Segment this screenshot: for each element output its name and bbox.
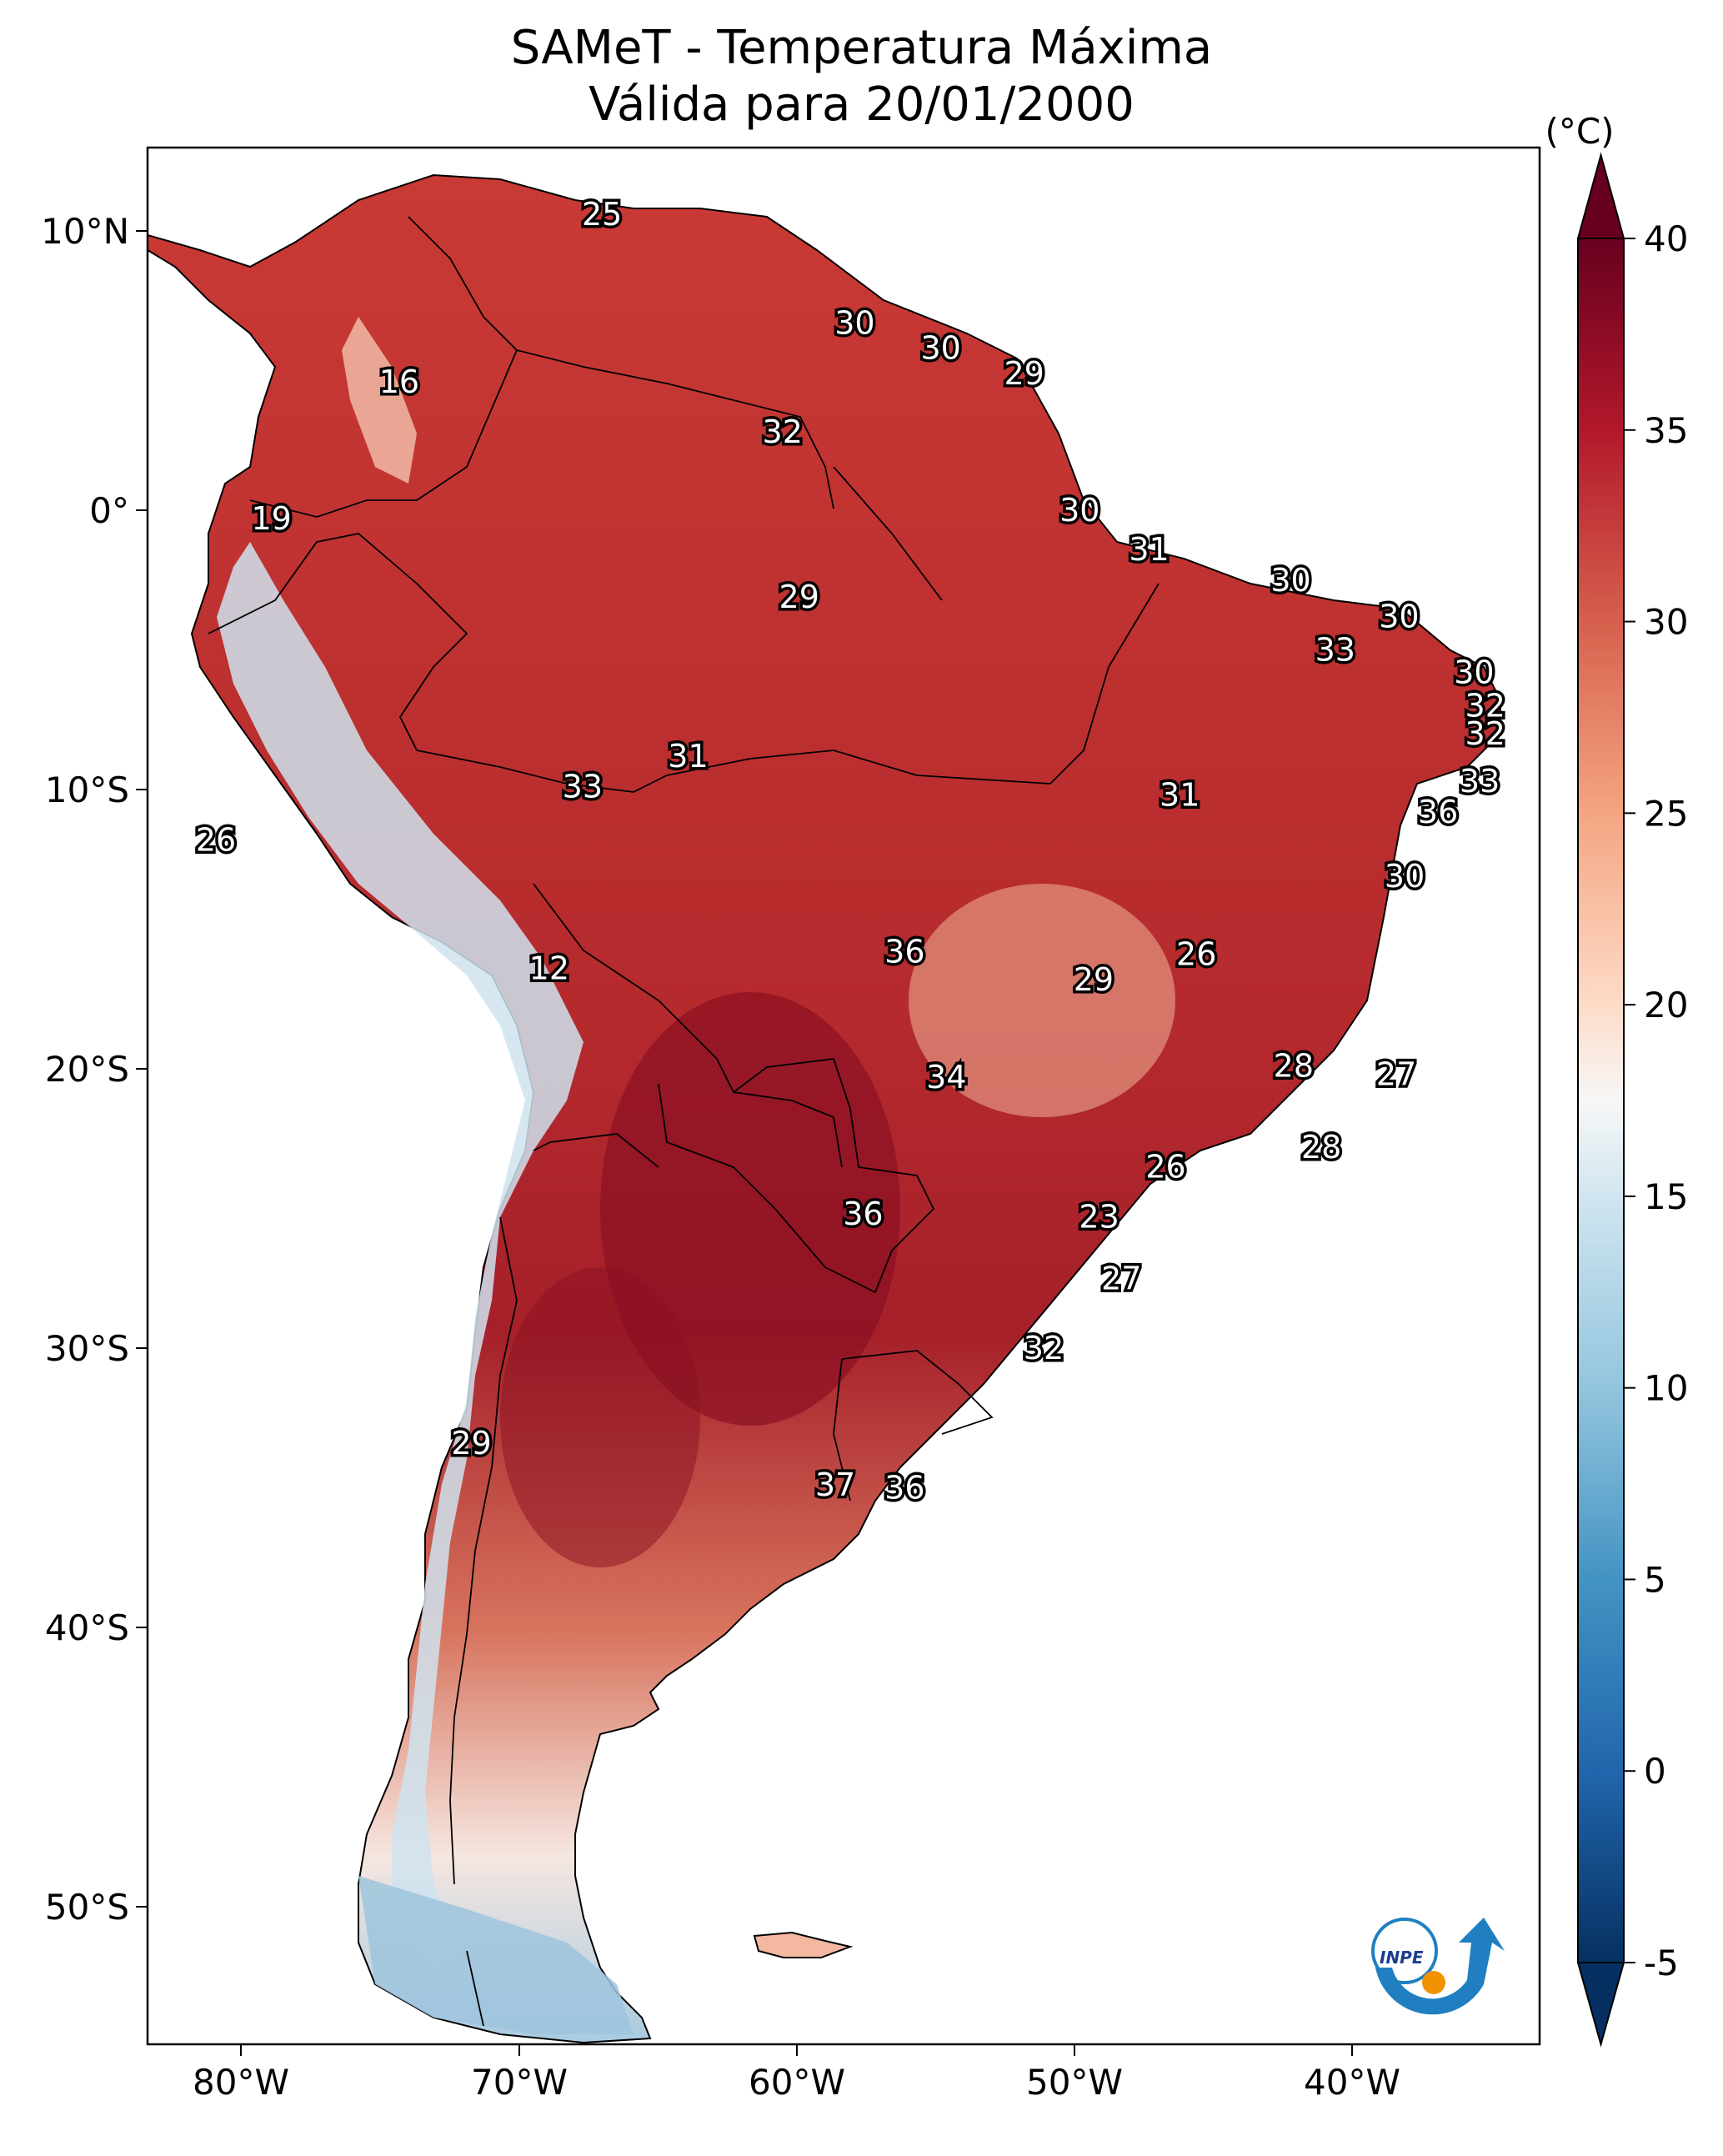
contour-label: 30 — [834, 305, 874, 342]
contour-label: 23 — [1079, 1199, 1119, 1236]
contour-label: 29 — [451, 1425, 491, 1462]
contour-label: 28 — [1301, 1129, 1341, 1166]
contour-label: 26 — [1145, 1148, 1185, 1185]
patagonia-cold — [358, 1876, 634, 2034]
lon-tick-label: 80°W — [193, 2062, 289, 2103]
contour-label: 33 — [563, 769, 603, 805]
contour-label: 32 — [1465, 715, 1505, 752]
contour-label: 33 — [1460, 763, 1500, 800]
contour-label: 30 — [1385, 858, 1425, 895]
contour-label: 29 — [779, 579, 819, 615]
cool-region-southeast — [909, 884, 1175, 1117]
axis-ticks — [136, 230, 1353, 2056]
contour-label: 25 — [582, 196, 622, 233]
hot-region-pampas — [500, 1267, 700, 1567]
contour-label: 36 — [884, 1470, 924, 1507]
contour-label: 30 — [1454, 654, 1494, 690]
lat-tick-label: 40°S — [45, 1607, 129, 1648]
contour-label: 19 — [251, 500, 291, 537]
contour-label: 32 — [1465, 688, 1505, 725]
colorbar-unit-label: (°C) — [1545, 111, 1614, 152]
colorbar-bar — [1577, 238, 1625, 1963]
contour-label: 30 — [920, 330, 960, 367]
contour-label: 31 — [668, 738, 708, 775]
inpe-logo: INPE — [1371, 1918, 1505, 2015]
land-fill-group — [148, 173, 1501, 2044]
colorbar-tick-label: 30 — [1644, 602, 1688, 643]
contour-label: 27 — [1101, 1260, 1141, 1296]
colorbar-tick-label: 15 — [1644, 1176, 1688, 1217]
colorbar-tick-label: 10 — [1644, 1368, 1688, 1409]
contour-label: 30 — [1059, 492, 1099, 529]
colorbar-tick-label: 35 — [1644, 410, 1688, 451]
colombia-andes-cool — [342, 317, 417, 484]
colorbar-tick-label: 40 — [1644, 218, 1688, 259]
colorbar-max-extension — [1576, 152, 1625, 239]
colorbar-tick-label: -5 — [1644, 1943, 1679, 1983]
contour-label: 27 — [1376, 1056, 1416, 1093]
colorbar-tick-label: 5 — [1644, 1559, 1666, 1600]
colorbar: -5 0 5 10 15 20 25 30 35 40 (°C) — [1545, 111, 1688, 2048]
colorbar-tick-label: 20 — [1644, 985, 1688, 1025]
contour-label: 30 — [1379, 598, 1419, 634]
contour-label: 29 — [1074, 961, 1114, 998]
contour-label: 29 — [1004, 355, 1044, 392]
contour-label: 30 — [1270, 562, 1310, 599]
hot-region-chaco — [600, 992, 900, 1426]
contour-label: 36 — [843, 1196, 883, 1232]
colorbar-min-extension — [1576, 1962, 1625, 2048]
lat-tick-label: 0° — [89, 490, 129, 531]
contour-label: 28 — [1274, 1048, 1314, 1085]
contour-label: 31 — [1160, 777, 1200, 814]
contour-label: 33 — [1315, 632, 1355, 669]
lat-tick-label: 30°S — [45, 1328, 129, 1369]
colorbar-tick-label: 25 — [1644, 793, 1688, 834]
lat-tick-label: 10°S — [45, 770, 129, 810]
svg-text:INPE: INPE — [1380, 1948, 1424, 1968]
lon-tick-label: 40°W — [1304, 2062, 1400, 2103]
contour-label: 37 — [815, 1467, 855, 1503]
lat-tick-label: 50°S — [45, 1887, 129, 1928]
falkland-islands — [753, 1931, 854, 1958]
contour-label: 32 — [763, 414, 803, 450]
lon-tick-label: 50°W — [1026, 2062, 1123, 2103]
colorbar-ticks: -5 0 5 10 15 20 25 30 35 40 — [1624, 218, 1688, 1983]
colorbar-tick-label: 0 — [1644, 1751, 1666, 1792]
contour-label: 26 — [196, 821, 236, 858]
contour-label: 12 — [529, 950, 569, 986]
map-title: SAMeT - Temperatura Máxima — [510, 21, 1213, 75]
contour-label: 32 — [1024, 1330, 1064, 1366]
lat-tick-label: 10°N — [41, 211, 129, 252]
lon-tick-label: 70°W — [471, 2062, 568, 2103]
contour-label: 31 — [1129, 531, 1169, 568]
lon-tick-label: 60°W — [749, 2062, 845, 2103]
country-borders — [208, 216, 1160, 2027]
map-subtitle: Válida para 20/01/2000 — [589, 78, 1134, 132]
contour-label: 26 — [1176, 936, 1216, 973]
contour-label: 36 — [1418, 794, 1458, 830]
contour-label: 16 — [379, 364, 419, 400]
andes-cold-band — [217, 542, 584, 1968]
contour-label: 34 — [926, 1059, 966, 1096]
contour-label: 36 — [884, 933, 924, 970]
map-frame — [146, 146, 1541, 2046]
lat-tick-label: 20°S — [45, 1049, 129, 1090]
